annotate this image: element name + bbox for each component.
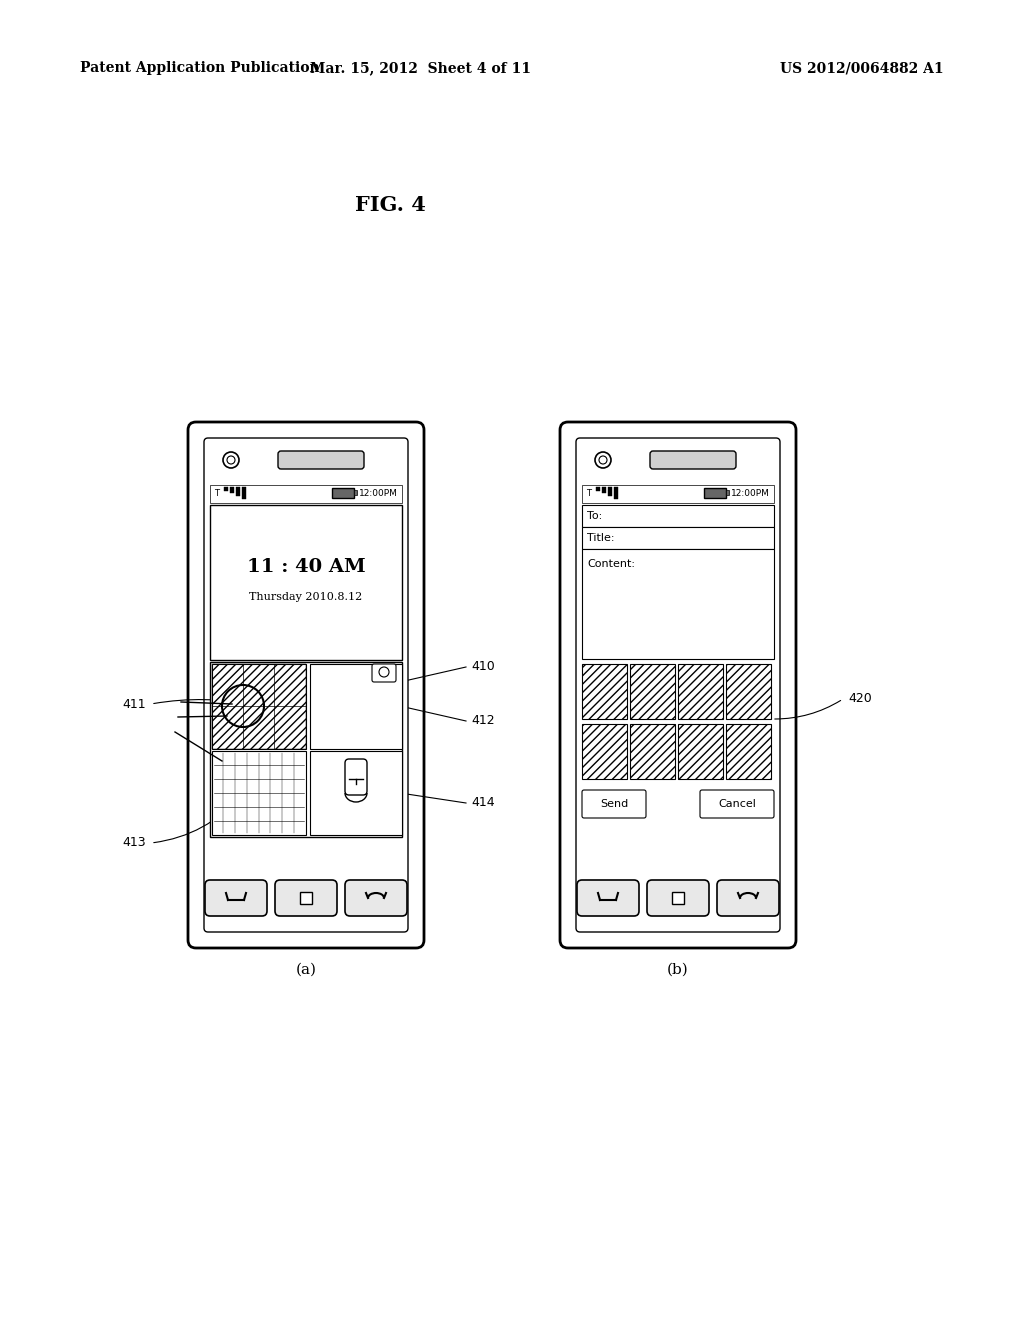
Bar [210, 484, 402, 503]
Bar [212, 751, 306, 836]
Bar [236, 487, 240, 496]
FancyBboxPatch shape [650, 451, 736, 469]
FancyBboxPatch shape [575, 438, 780, 932]
FancyBboxPatch shape [278, 451, 364, 469]
FancyBboxPatch shape [205, 880, 267, 916]
Text: (a): (a) [296, 964, 316, 977]
FancyBboxPatch shape [275, 880, 337, 916]
Bar [705, 488, 726, 498]
FancyBboxPatch shape [577, 880, 639, 916]
Text: T: T [586, 490, 591, 499]
Text: Thursday 2010.8.12: Thursday 2010.8.12 [250, 591, 362, 602]
Text: To:: To: [587, 511, 602, 521]
Text: Patent Application Publication: Patent Application Publication [80, 61, 319, 75]
Text: 12:00PM: 12:00PM [731, 490, 770, 499]
Bar [678, 664, 723, 719]
FancyBboxPatch shape [717, 880, 779, 916]
FancyBboxPatch shape [204, 438, 408, 932]
Bar [726, 490, 729, 495]
Bar [726, 723, 771, 779]
Bar [614, 487, 618, 499]
Bar [582, 664, 627, 719]
FancyBboxPatch shape [372, 664, 396, 682]
Bar [582, 506, 774, 527]
FancyBboxPatch shape [700, 789, 774, 818]
Bar [582, 527, 774, 549]
Text: FIG. 4: FIG. 4 [354, 195, 425, 215]
Text: Send: Send [600, 799, 628, 809]
Bar [726, 664, 771, 719]
Text: 413: 413 [123, 837, 146, 850]
FancyBboxPatch shape [582, 789, 646, 818]
Text: 420: 420 [848, 693, 871, 705]
Text: T: T [214, 490, 219, 499]
Bar [354, 490, 357, 495]
Bar [212, 664, 306, 748]
Bar [242, 487, 246, 499]
Bar [582, 484, 774, 503]
Text: Cancel: Cancel [718, 799, 756, 809]
Bar [300, 892, 312, 904]
Bar [310, 751, 402, 836]
Bar [596, 487, 600, 491]
FancyBboxPatch shape [345, 880, 407, 916]
Bar [602, 487, 606, 492]
Bar [582, 549, 774, 659]
Bar [224, 487, 228, 491]
Text: 12:00PM: 12:00PM [359, 490, 398, 499]
Text: 414: 414 [471, 796, 495, 809]
Bar [608, 487, 612, 496]
Text: 411: 411 [123, 697, 146, 710]
Bar [210, 506, 402, 660]
Bar [630, 664, 675, 719]
Bar [310, 664, 402, 748]
FancyBboxPatch shape [560, 422, 796, 948]
FancyBboxPatch shape [188, 422, 424, 948]
Text: US 2012/0064882 A1: US 2012/0064882 A1 [780, 61, 944, 75]
Bar [678, 723, 723, 779]
Text: Content:: Content: [587, 558, 635, 569]
Bar [582, 723, 627, 779]
Bar [212, 664, 306, 748]
Text: 11 : 40 AM: 11 : 40 AM [247, 558, 366, 576]
Text: (b): (b) [667, 964, 689, 977]
Text: 410: 410 [471, 660, 495, 673]
Bar [332, 488, 354, 498]
FancyBboxPatch shape [647, 880, 709, 916]
Text: 412: 412 [471, 714, 495, 727]
Text: Mar. 15, 2012  Sheet 4 of 11: Mar. 15, 2012 Sheet 4 of 11 [309, 61, 530, 75]
Bar [230, 487, 234, 492]
Bar [210, 663, 402, 837]
Bar [672, 892, 684, 904]
Bar [630, 723, 675, 779]
Text: Title:: Title: [587, 533, 614, 543]
FancyBboxPatch shape [345, 759, 367, 795]
